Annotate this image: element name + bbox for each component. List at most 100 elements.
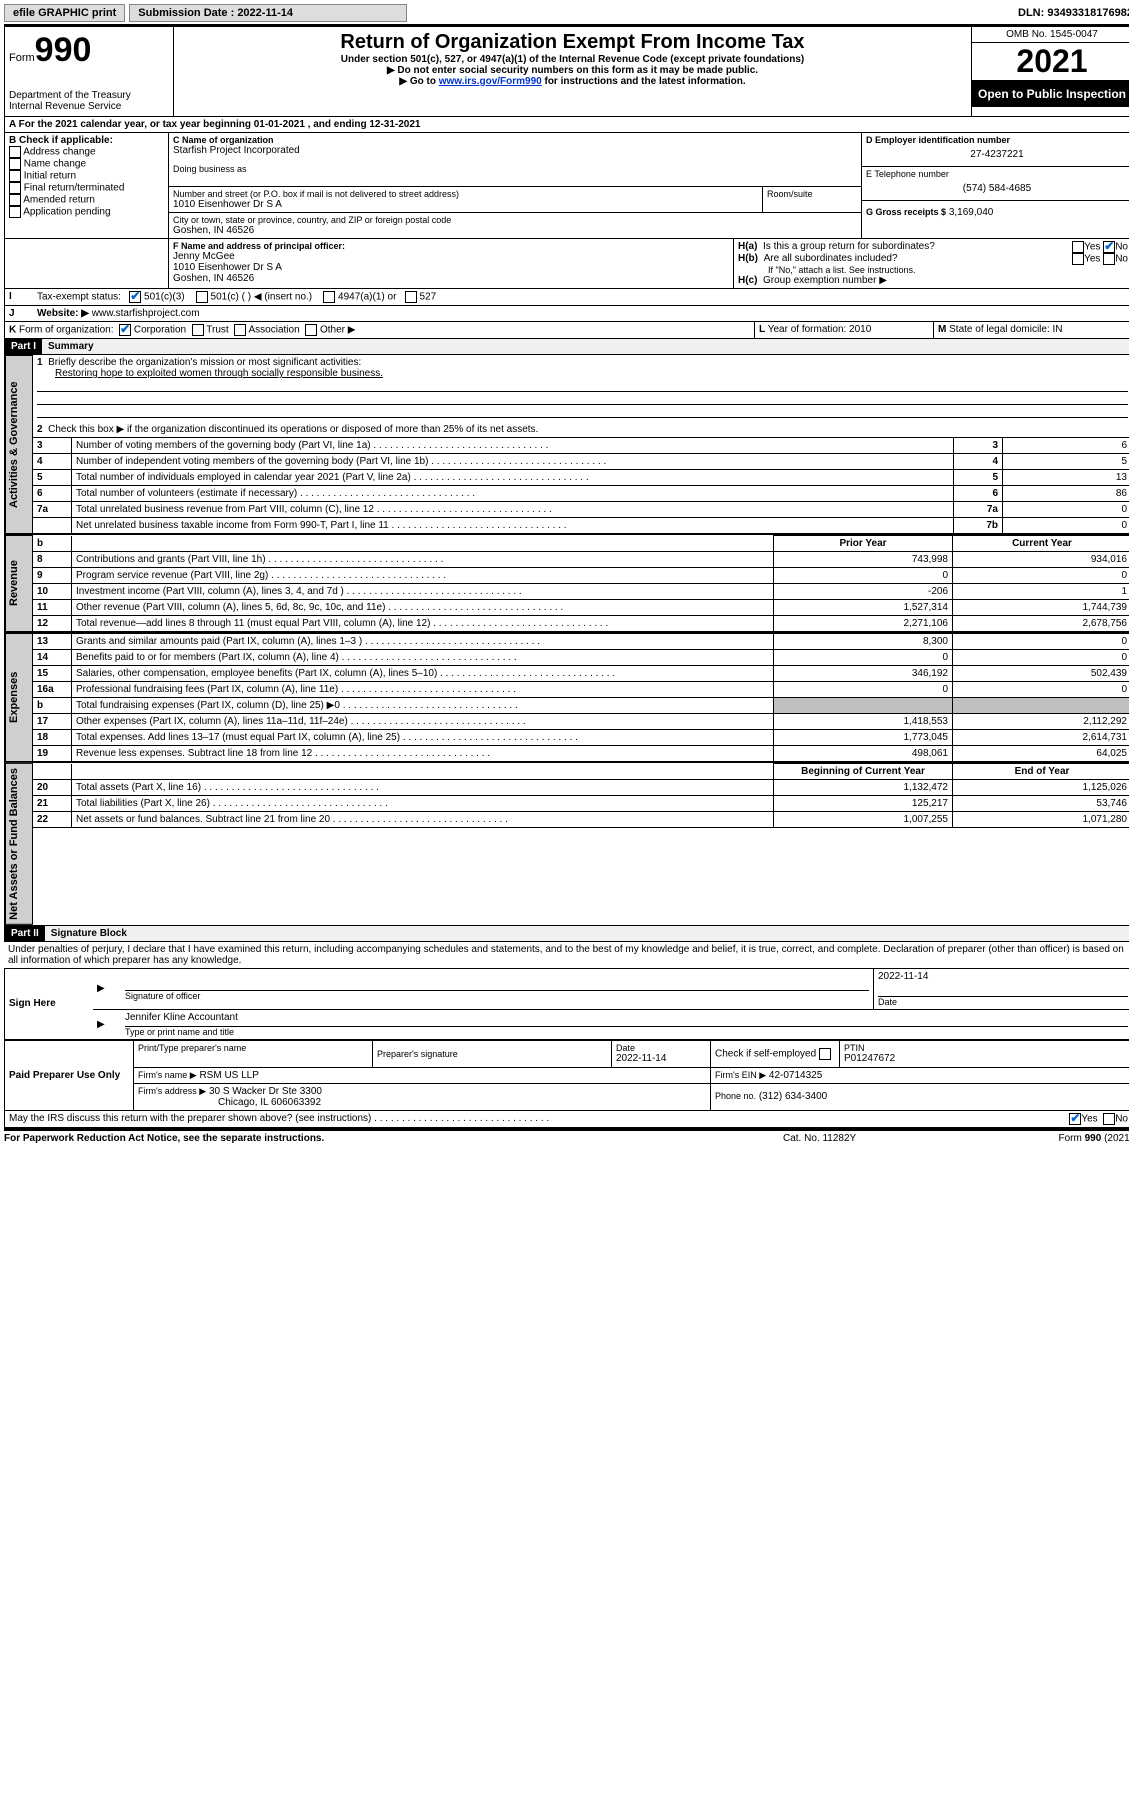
revenue-block: Revenue b Prior Year Current Year8 Contr… [4,535,1129,633]
table-row: 15 Salaries, other compensation, employe… [33,666,1129,682]
table-row: 20 Total assets (Part X, line 16) 1,132,… [33,780,1129,796]
table-row: 19 Revenue less expenses. Subtract line … [33,746,1129,762]
part1-body: Activities & Governance 1 Briefly descri… [4,355,1129,535]
checkbox-hb-yes[interactable] [1072,253,1084,265]
firm-ein: 42-0714325 [769,1070,822,1081]
table-row: 4 Number of independent voting members o… [33,454,1129,470]
website-value: www.starfishproject.com [92,308,200,319]
box-deg: D Employer identification number 27-4237… [861,133,1129,238]
box-f-label: F Name and address of principal officer: [173,241,729,251]
organization-name: Starfish Project Incorporated [173,145,857,156]
phone-label: E Telephone number [866,169,1128,179]
part1-title: Summary [42,339,1129,354]
firm-addr2: Chicago, IL 606063392 [138,1097,321,1108]
checkbox-ha-no[interactable] [1103,241,1115,253]
firm-addr1: 30 S Wacker Dr Ste 3300 [209,1086,322,1097]
box-b: B Check if applicable: Address change Na… [5,133,169,238]
submission-date-button[interactable]: Submission Date : 2022-11-14 [129,4,407,22]
irs-label: Internal Revenue Service [9,101,169,112]
street-label: Number and street (or P.O. box if mail i… [173,189,758,199]
revenue-table: b Prior Year Current Year8 Contributions… [33,535,1129,632]
paid-preparer-label: Paid Preparer Use Only [5,1040,134,1110]
officer-name: Jenny McGee [173,251,729,262]
efile-graphic-button[interactable]: efile GRAPHIC print [4,4,125,22]
governance-table: 3 Number of voting members of the govern… [33,437,1129,534]
expenses-block: Expenses 13 Grants and similar amounts p… [4,633,1129,763]
checkbox-may-discuss-yes[interactable] [1069,1113,1081,1125]
omb-number: OMB No. 1545-0047 [972,27,1129,43]
part1-label: Part I [5,339,42,354]
perjury-statement: Under penalties of perjury, I declare th… [4,942,1129,968]
checkbox-ha-yes[interactable] [1072,241,1084,253]
checkbox-application-pending[interactable] [9,206,21,218]
checkbox-initial-return[interactable] [9,170,21,182]
part1-header: Part I Summary [4,339,1129,355]
checkbox-501c3[interactable] [129,291,141,303]
form-header: Form990 Department of the Treasury Inter… [4,24,1129,117]
irs-link[interactable]: www.irs.gov/Form990 [439,76,542,87]
may-irs-row: May the IRS discuss this return with the… [4,1111,1129,1128]
firm-phone: (312) 634-3400 [759,1091,827,1102]
checkbox-address-change[interactable] [9,146,21,158]
table-row: 16a Professional fundraising fees (Part … [33,682,1129,698]
type-name-label: Type or print name and title [125,1027,1128,1037]
netassets-table: Beginning of Current Year End of Year20 … [33,763,1129,828]
box-c-label: C Name of organization [173,135,857,145]
table-row: 10 Investment income (Part VIII, column … [33,584,1129,600]
phone-value: (574) 584-4685 [866,179,1128,198]
table-row: 18 Total expenses. Add lines 13–17 (must… [33,730,1129,746]
checkbox-4947a1[interactable] [323,291,335,303]
city-value: Goshen, IN 46526 [173,225,857,236]
sig-officer-label: Signature of officer [125,991,869,1001]
table-row: 5 Total number of individuals employed i… [33,470,1129,486]
page-footer: For Paperwork Reduction Act Notice, see … [4,1128,1129,1144]
line-klm: K Form of organization: Corporation Trus… [4,322,1129,339]
checkbox-other[interactable] [305,324,317,336]
checkbox-name-change[interactable] [9,158,21,170]
table-row: 22 Net assets or fund balances. Subtract… [33,812,1129,828]
checkbox-501c[interactable] [196,291,208,303]
q1-answer: Restoring hope to exploited women throug… [37,368,1128,379]
form-word: Form [9,52,35,64]
street-value: 1010 Eisenhower Dr S A [173,199,758,210]
table-row: 8 Contributions and grants (Part VIII, l… [33,552,1129,568]
checkbox-self-employed[interactable] [819,1048,831,1060]
table-row: 9 Program service revenue (Part VIII, li… [33,568,1129,584]
department-label: Department of the Treasury [9,90,169,101]
netassets-block: Net Assets or Fund Balances Beginning of… [4,763,1129,926]
line-a: A For the 2021 calendar year, or tax yea… [4,117,1129,133]
line-i: I Tax-exempt status: 501(c)(3) 501(c) ( … [4,289,1129,306]
top-bar: efile GRAPHIC print Submission Date : 20… [4,4,1129,22]
checkbox-corporation[interactable] [119,324,131,336]
ein-value: 27-4237221 [866,145,1128,164]
table-row: b Total fundraising expenses (Part IX, c… [33,698,1129,714]
room-suite-label: Room/suite [762,187,861,212]
firm-name: RSM US LLP [199,1070,258,1081]
box-f: F Name and address of principal officer:… [169,239,733,288]
q2-label: Check this box ▶ if the organization dis… [48,424,538,435]
box-c: C Name of organization Starfish Project … [169,133,861,238]
gross-receipts-label: G Gross receipts $ [866,207,946,217]
hb-note: If "No," attach a list. See instructions… [738,265,1128,275]
checkbox-trust[interactable] [192,324,204,336]
form-subtitle-2: Do not enter social security numbers on … [178,65,967,76]
form-footer: Form 990 (2021) [983,1133,1129,1144]
table-row: 12 Total revenue—add lines 8 through 11 … [33,616,1129,632]
checkbox-final-return[interactable] [9,182,21,194]
checkbox-527[interactable] [405,291,417,303]
paid-preparer-table: Paid Preparer Use Only Print/Type prepar… [4,1040,1129,1111]
gross-receipts-value: 3,169,040 [949,207,994,218]
identity-block: B Check if applicable: Address change Na… [4,133,1129,239]
officer-city: Goshen, IN 46526 [173,273,729,284]
checkbox-may-discuss-no[interactable] [1103,1113,1115,1125]
checkbox-amended-return[interactable] [9,194,21,206]
officer-street: 1010 Eisenhower Dr S A [173,262,729,273]
sign-here-label: Sign Here [5,968,94,1039]
city-label: City or town, state or province, country… [173,215,857,225]
checkbox-hb-no[interactable] [1103,253,1115,265]
table-row: 6 Total number of volunteers (estimate i… [33,486,1129,502]
table-row: 14 Benefits paid to or for members (Part… [33,650,1129,666]
table-row: 7a Total unrelated business revenue from… [33,502,1129,518]
year-formation: Year of formation: 2010 [768,324,872,335]
checkbox-association[interactable] [234,324,246,336]
